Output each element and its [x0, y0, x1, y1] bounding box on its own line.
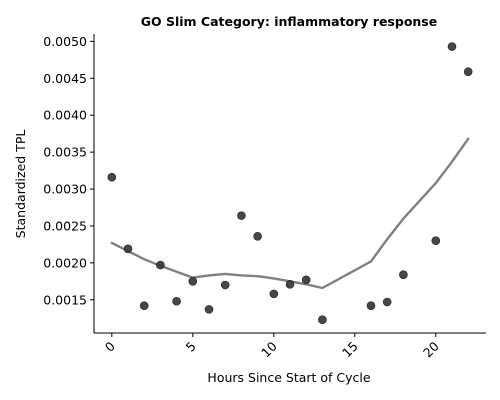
- y-tick-label: 0.0015: [43, 292, 87, 307]
- data-point: [220, 280, 230, 290]
- y-axis-label: Standardized TPL: [13, 130, 28, 239]
- data-point: [431, 236, 441, 246]
- data-point: [107, 172, 117, 182]
- data-point: [463, 67, 473, 76]
- y-tick-label: 0.0045: [43, 71, 87, 86]
- y-ticks: 0.0015 0.0020 0.0025 0.0030 0.0035 0.0040 0.00…: [43, 34, 94, 307]
- trend-line: [110, 137, 470, 290]
- data-point: [285, 279, 295, 289]
- x-ticks: 0 5 10 15 20: [102, 333, 442, 360]
- x-tick-label: 10: [258, 338, 280, 360]
- data-point: [318, 315, 327, 325]
- chart-title: GO Slim Category: inflammatory response: [141, 14, 437, 29]
- trend-layer: [110, 137, 470, 290]
- data-point: [447, 42, 457, 51]
- y-tick-label: 0.0035: [43, 145, 87, 160]
- data-point: [366, 301, 376, 310]
- data-point: [156, 260, 165, 270]
- x-tick-label: 5: [183, 339, 199, 355]
- x-tick-label: 20: [420, 338, 442, 360]
- x-tick-label: 0: [102, 338, 118, 354]
- y-tick-label: 0.0040: [43, 108, 87, 123]
- data-point: [253, 231, 262, 241]
- y-tick-label: 0.0030: [43, 182, 87, 197]
- data-point: [172, 296, 181, 306]
- data-point: [188, 277, 198, 286]
- data-point: [269, 289, 279, 299]
- data-point: [237, 211, 246, 220]
- y-tick-label: 0.0020: [43, 255, 87, 270]
- y-tick-label: 0.0050: [43, 34, 87, 49]
- data-point: [382, 297, 392, 307]
- x-tick-label: 15: [339, 339, 361, 361]
- data-point: [204, 305, 214, 314]
- x-axis-label: Hours Since Start of Cycle: [207, 370, 370, 385]
- y-tick-label: 0.0025: [43, 218, 87, 233]
- data-point: [301, 275, 311, 285]
- data-point: [139, 301, 149, 310]
- data-point: [123, 244, 133, 254]
- points-layer: [107, 42, 473, 325]
- data-point: [399, 270, 408, 279]
